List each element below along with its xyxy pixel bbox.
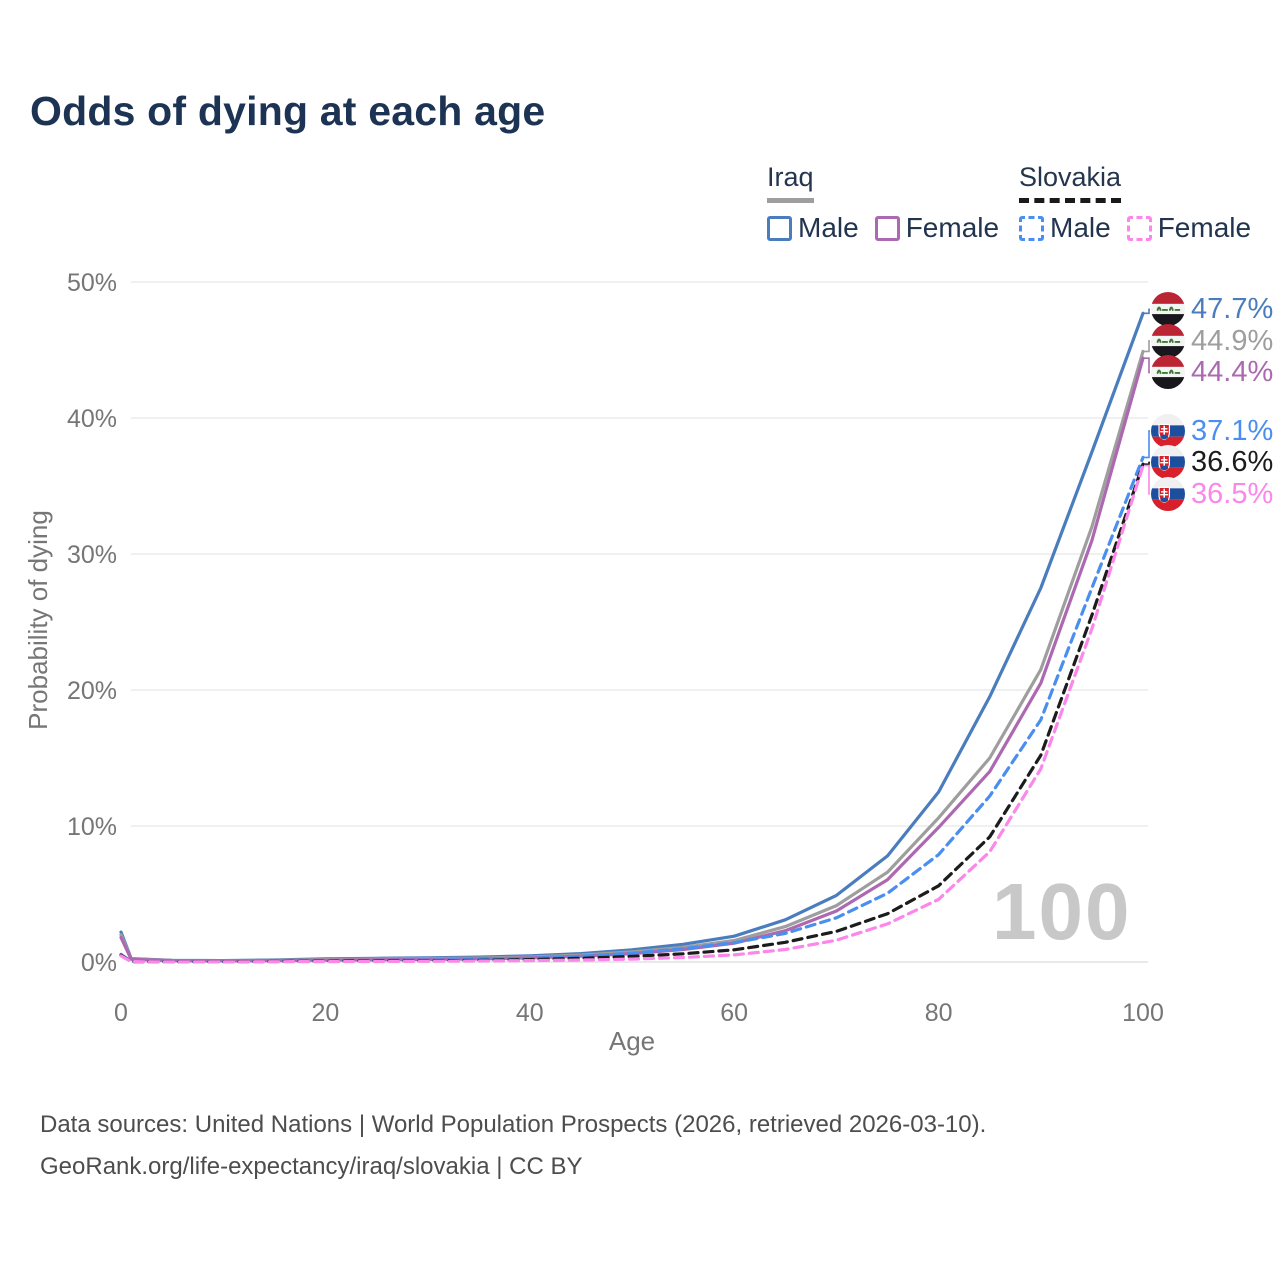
end-label-connector	[1144, 340, 1150, 353]
y-tick-label: 50%	[67, 269, 117, 297]
legend-item-label: Female	[905, 212, 1000, 243]
legend-group-slovakia: Slovakia Male Female	[1019, 162, 1251, 244]
x-tick-label: 80	[925, 999, 953, 1027]
legend-item-iraq-female[interactable]: Female	[874, 212, 1000, 244]
legend-row-slovakia: Male Female	[1019, 212, 1251, 244]
slovakia-male-swatch-icon	[1019, 215, 1044, 241]
legend-item-slovakia-female[interactable]: Female	[1126, 212, 1252, 244]
footer-attribution: GeoRank.org/life-expectancy/iraq/slovaki…	[40, 1153, 583, 1180]
footer-data-sources: Data sources: United Nations | World Pop…	[40, 1111, 987, 1138]
x-axis-title: Age	[609, 1026, 655, 1056]
legend-item-label: Male	[798, 212, 859, 243]
legend-heading-slovakia: Slovakia	[1019, 162, 1122, 203]
series-line-slovakia-male	[119, 455, 1145, 964]
legend-item-label: Female	[1157, 212, 1252, 243]
x-tick-label: 100	[1122, 999, 1164, 1027]
footer: Data sources: United Nations | World Pop…	[40, 1104, 986, 1188]
y-tick-label: 20%	[67, 677, 117, 705]
x-tick-label: 20	[311, 999, 339, 1027]
series-line-slovakia-both-sexes	[119, 462, 1145, 964]
series-line-iraq-female	[119, 356, 1145, 963]
page-title: Odds of dying at each age	[30, 88, 546, 134]
series-line-iraq-male	[119, 311, 1145, 963]
series-line-slovakia-female	[119, 464, 1145, 964]
age-100-watermark: 100	[992, 867, 1132, 956]
y-tick-label: 40%	[67, 405, 117, 433]
slovakia-female-swatch-icon	[1126, 215, 1152, 241]
y-tick-label: 10%	[67, 813, 117, 841]
iraq-female-swatch-icon	[874, 215, 900, 241]
end-label-connector	[1144, 357, 1150, 374]
x-tick-label: 40	[516, 999, 544, 1027]
legend-row-iraq: Male Female	[767, 212, 999, 244]
iraq-male-swatch-icon	[767, 215, 792, 241]
legend-item-label: Male	[1050, 212, 1111, 243]
legend-item-iraq-male[interactable]: Male	[767, 212, 859, 244]
legend-item-slovakia-male[interactable]: Male	[1019, 212, 1111, 244]
y-axis-title: Probability of dying	[23, 510, 53, 730]
series-line-iraq-both-sexes	[119, 349, 1145, 963]
x-tick-label: 0	[114, 999, 128, 1027]
x-tick-label: 60	[720, 999, 748, 1027]
y-tick-label: 30%	[67, 541, 117, 569]
end-label-connector	[1144, 430, 1150, 459]
end-label-connector	[1144, 461, 1150, 465]
legend-heading-iraq: Iraq	[767, 162, 814, 203]
end-label-connector	[1144, 464, 1150, 495]
y-tick-label: 0%	[81, 949, 117, 977]
legend-group-iraq: Iraq Male Female	[767, 162, 999, 244]
end-label-connector	[1144, 308, 1150, 315]
